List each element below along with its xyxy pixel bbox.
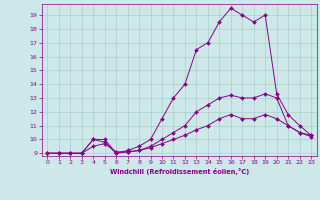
X-axis label: Windchill (Refroidissement éolien,°C): Windchill (Refroidissement éolien,°C) xyxy=(109,168,249,175)
